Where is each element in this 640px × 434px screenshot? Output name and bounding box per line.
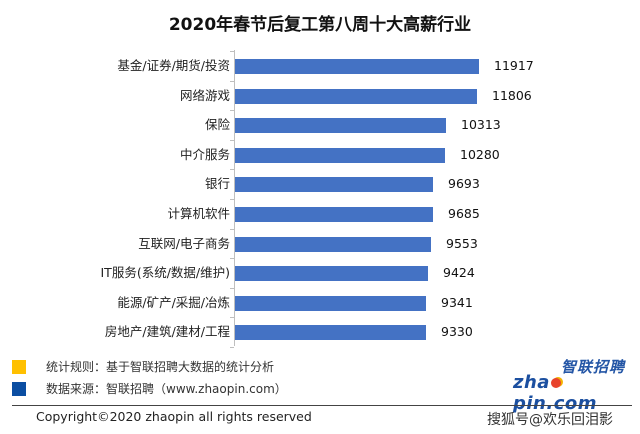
- category-label: 网络游戏: [179, 87, 230, 103]
- table-row: 房地产/建筑/建材/工程 9330: [0, 324, 640, 341]
- category-label: 银行: [204, 176, 230, 192]
- legend-item-rule: 统计规则：基于智联招聘大数据的统计分析: [12, 358, 274, 375]
- zhaopin-logo: 智联招聘 zhapin.com: [513, 356, 629, 414]
- category-label: IT服务(系统/数据/维护): [100, 265, 231, 281]
- bar: [235, 59, 479, 74]
- category-label: 能源/矿产/采掘/冶炼: [117, 294, 230, 310]
- bar: [235, 207, 433, 222]
- footer-divider: [12, 405, 632, 406]
- table-row: 互联网/电子商务 9553: [0, 236, 640, 252]
- value-label: 11806: [492, 87, 532, 103]
- legend-label: 数据来源：智联招聘（www.zhaopin.com）: [46, 382, 287, 396]
- value-label: 11917: [494, 58, 534, 73]
- logo-en-text: zhapin.com: [513, 372, 597, 414]
- axis-tick: [230, 347, 234, 348]
- bar: [235, 236, 431, 252]
- category-label: 中介服务: [179, 146, 230, 162]
- value-label: 9553: [446, 235, 478, 251]
- category-label: 互联网/电子商务: [138, 235, 230, 251]
- legend-label: 统计规则：基于智联招聘大数据的统计分析: [46, 360, 275, 374]
- table-row: 计算机软件 9685: [0, 206, 640, 222]
- table-row: 能源/矿产/采掘/冶炼 9341: [0, 295, 640, 311]
- copyright-text: Copyright©2020 zhaopin all rights reserv…: [36, 409, 312, 424]
- axis-tick: [230, 287, 234, 289]
- bar: [235, 266, 428, 282]
- category-label: 房地产/建筑/建材/工程: [104, 324, 230, 340]
- table-row: 银行 9693: [0, 176, 640, 193]
- value-label: 9693: [448, 176, 480, 192]
- value-label: 9330: [441, 324, 473, 340]
- axis-tick: [230, 199, 234, 200]
- table-row: IT服务(系统/数据/维护) 9424: [0, 265, 640, 282]
- table-row: 网络游戏 11806: [0, 88, 640, 104]
- axis-tick: [230, 80, 234, 82]
- table-row: 保险 10313: [0, 117, 640, 134]
- legend-item-source: 数据来源：智联招聘（www.zhaopin.com）: [12, 380, 287, 397]
- logo-cn-text: 智联招聘: [560, 358, 625, 376]
- chart-title: 2020年春节后复工第八周十大高薪行业: [168, 15, 472, 35]
- value-label: 9424: [443, 265, 475, 281]
- value-label: 9341: [441, 294, 473, 310]
- value-label: 10280: [460, 146, 500, 162]
- category-label: 保险: [204, 117, 230, 133]
- bar: [235, 147, 445, 163]
- axis-tick: [230, 228, 234, 230]
- bar: [235, 295, 426, 311]
- yellow-swatch-icon: [12, 359, 26, 374]
- bar: [235, 118, 446, 134]
- value-label: 10313: [461, 117, 501, 133]
- bar: [235, 88, 477, 104]
- axis-tick: [230, 139, 234, 141]
- axis-tick: [230, 258, 234, 260]
- bar: [235, 325, 426, 341]
- table-row: 中介服务 10280: [0, 147, 640, 163]
- value-label: 9685: [448, 206, 480, 221]
- y-axis-line: [234, 50, 235, 346]
- category-label: 计算机软件: [167, 206, 230, 221]
- logo-dot-icon: [550, 378, 561, 388]
- category-label: 基金/证券/期货/投资: [117, 58, 230, 73]
- bar: [235, 177, 433, 193]
- axis-tick: [230, 317, 234, 319]
- axis-tick: [230, 51, 234, 52]
- blue-swatch-icon: [12, 381, 26, 396]
- axis-tick: [230, 110, 234, 112]
- table-row: 基金/证券/期货/投资 11917: [0, 58, 640, 74]
- axis-tick: [230, 169, 234, 171]
- watermark-text: 搜狐号@欢乐回泪影: [487, 412, 613, 428]
